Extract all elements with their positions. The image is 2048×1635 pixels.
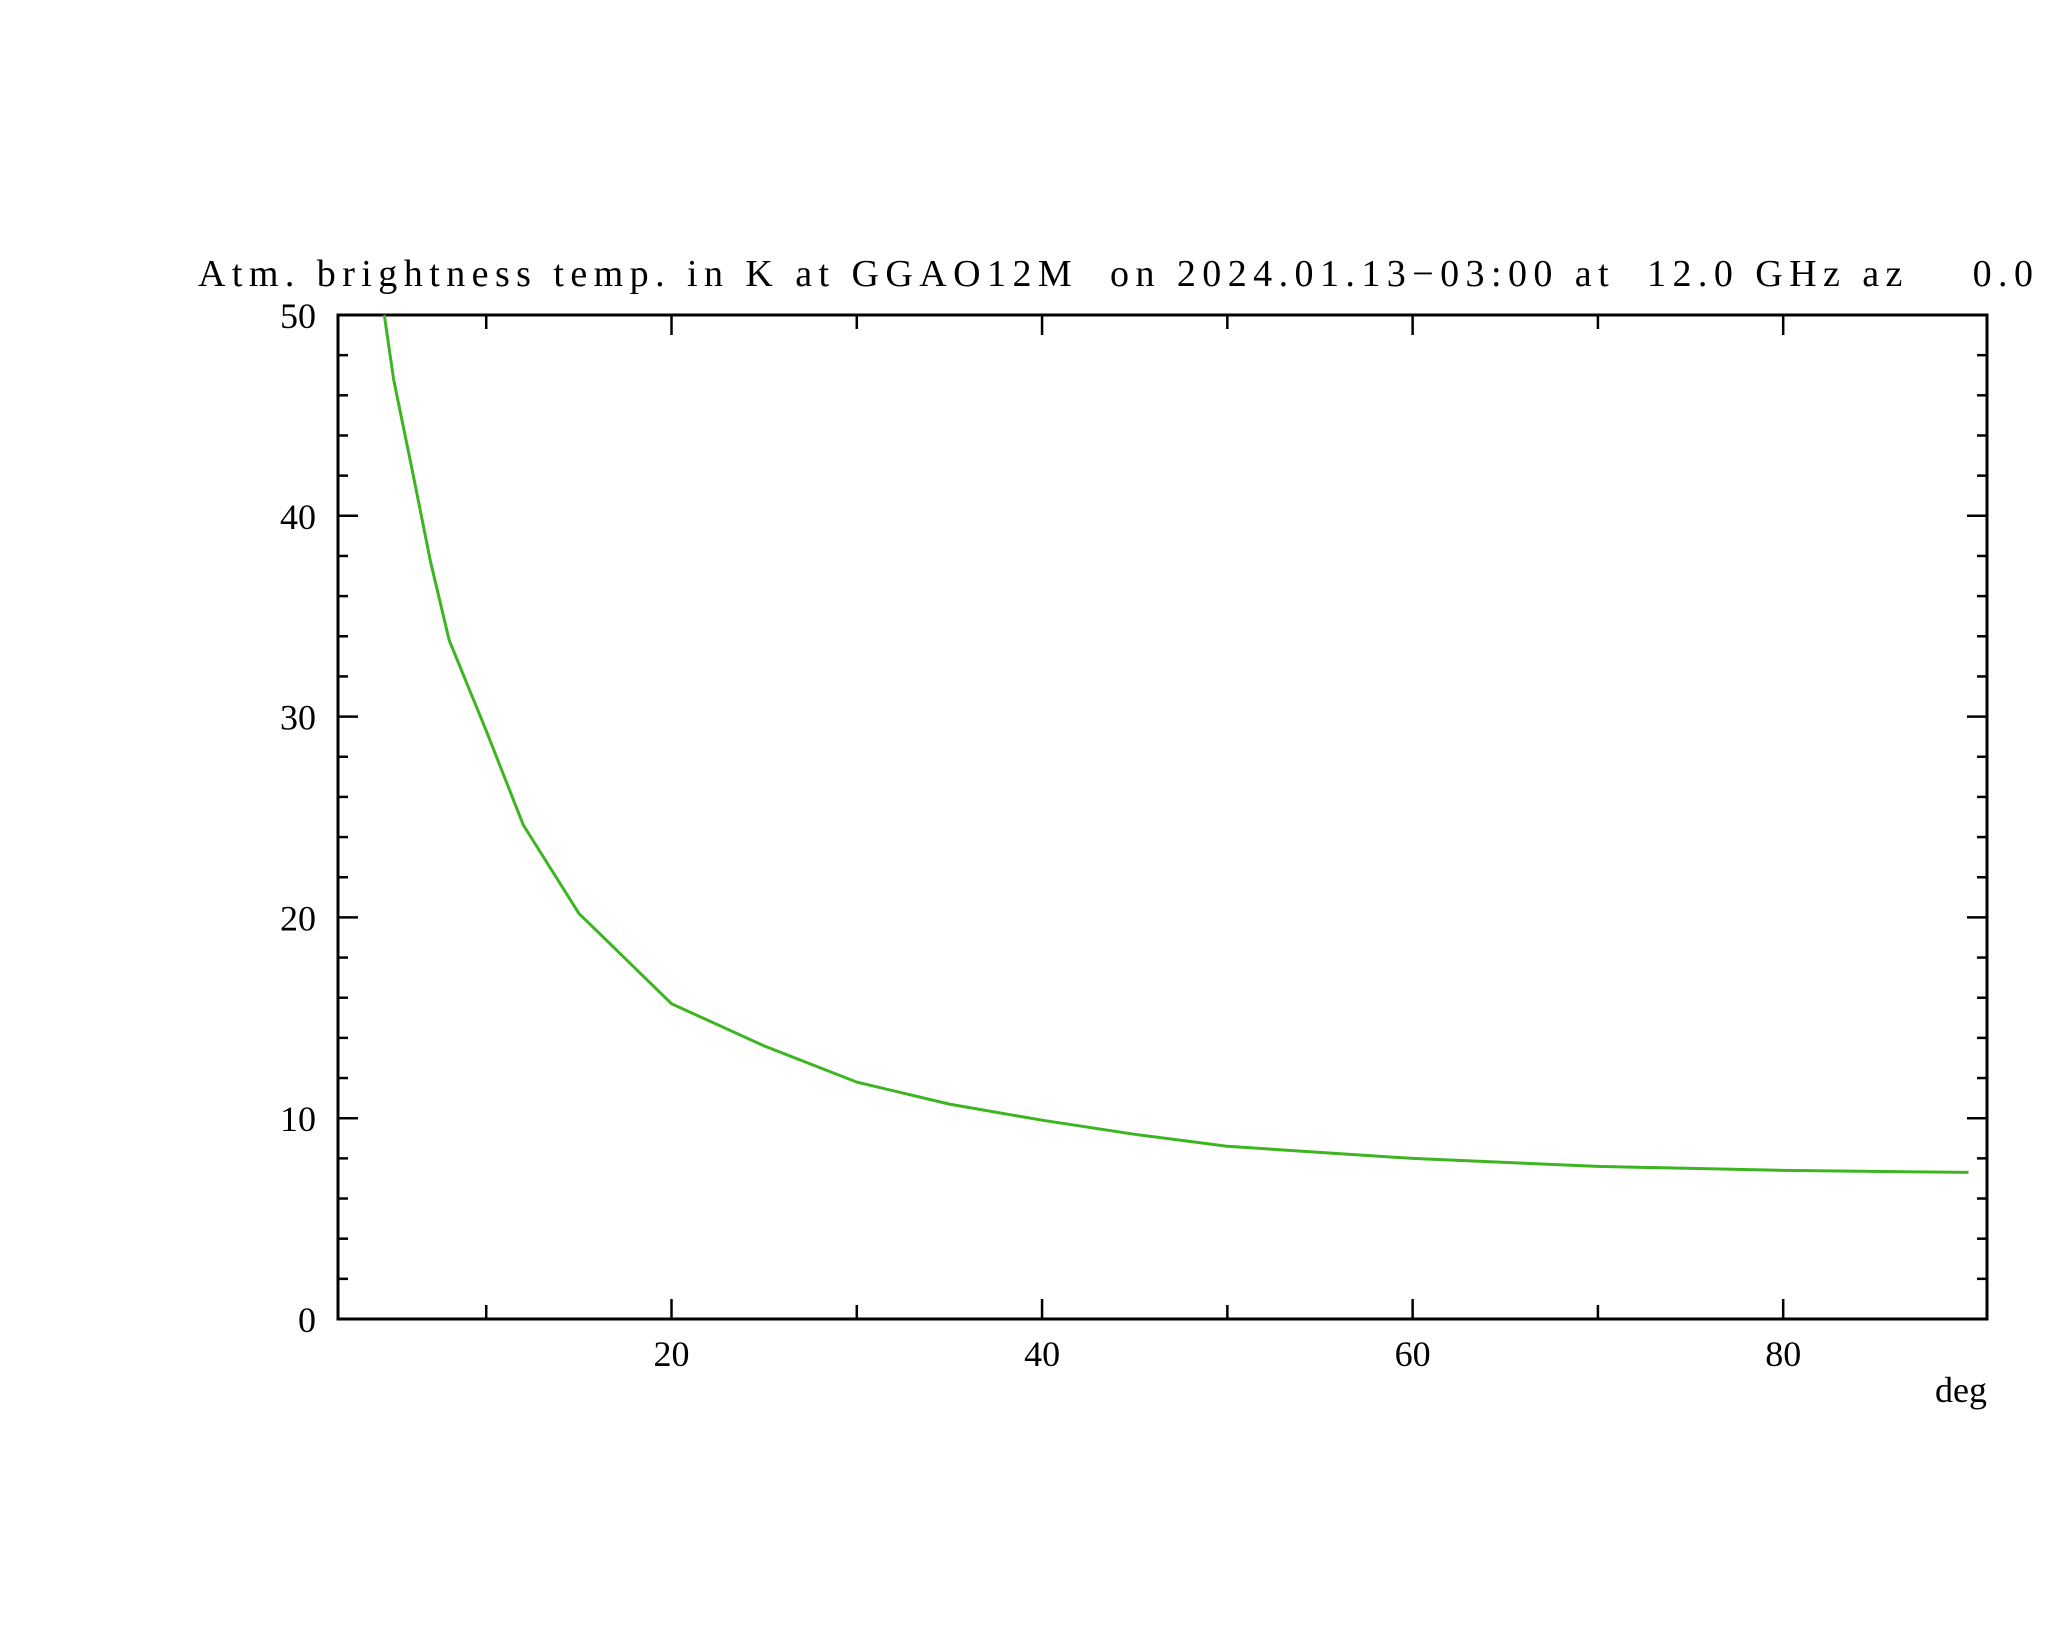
x-tick-label: 40: [1024, 1334, 1060, 1374]
chart-title: Atm. brightness temp. in K at GGAO12M on…: [198, 253, 2033, 295]
y-tick-label: 20: [280, 898, 316, 938]
plot-frame: [336, 313, 1989, 1321]
y-tick-label: 40: [280, 497, 316, 537]
data-line: [382, 314, 1969, 1174]
x-tick-label: 20: [654, 1334, 690, 1374]
y-tick-label: 10: [280, 1099, 316, 1139]
y-tick-label: 50: [280, 296, 316, 336]
x-axis-label: deg: [1935, 1370, 1987, 1410]
y-tick-label: 30: [280, 698, 316, 738]
x-tick-label: 60: [1395, 1334, 1431, 1374]
y-tick-label: 0: [298, 1300, 316, 1340]
x-tick-label: 80: [1765, 1334, 1801, 1374]
